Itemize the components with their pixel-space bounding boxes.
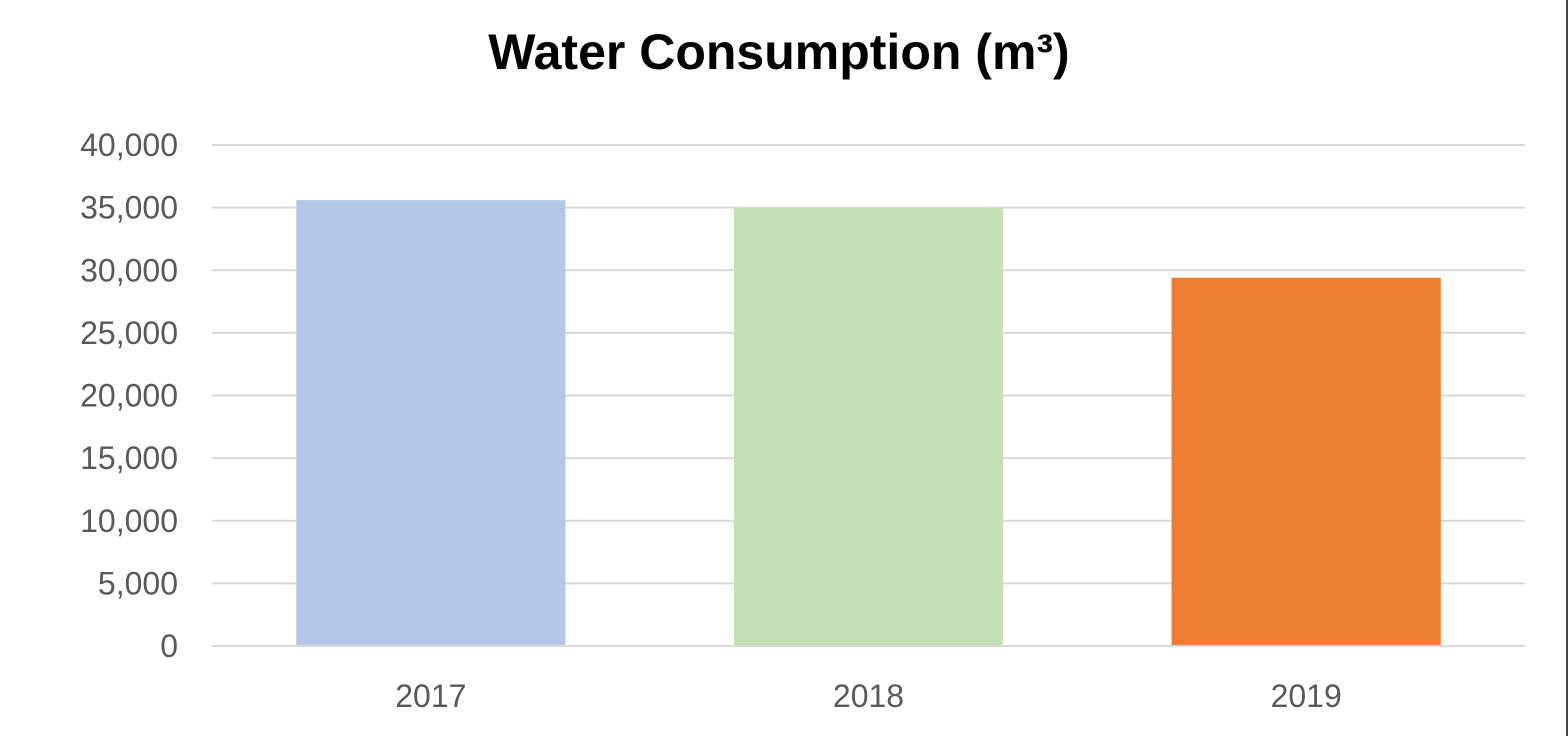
- y-tick-label: 25,000: [80, 315, 178, 351]
- chart-title: Water Consumption (m³): [488, 24, 1070, 80]
- y-axis-tick-labels: 0 5,000 10,000 15,000 20,000 25,000 30,000 35,0…: [80, 127, 178, 664]
- x-axis-tick-labels: 2017 2018 2019: [395, 678, 1342, 714]
- bars: [296, 200, 1441, 647]
- x-tick-label: 2019: [1271, 678, 1342, 714]
- x-tick-label: 2017: [395, 678, 466, 714]
- y-tick-label: 30,000: [80, 252, 178, 288]
- y-tick-label: 0: [160, 628, 178, 664]
- bar-2018: [733, 207, 1004, 646]
- y-tick-label: 35,000: [80, 190, 178, 226]
- y-tick-label: 10,000: [80, 503, 178, 539]
- y-tick-label: 20,000: [80, 378, 178, 414]
- y-tick-label: 40,000: [80, 127, 178, 163]
- y-tick-label: 15,000: [80, 440, 178, 476]
- bar-2017: [296, 200, 566, 647]
- bar-2019: [1171, 277, 1441, 646]
- x-tick-label: 2018: [833, 678, 904, 714]
- y-tick-label: 5,000: [98, 565, 178, 601]
- frame-edge: [1566, 0, 1568, 736]
